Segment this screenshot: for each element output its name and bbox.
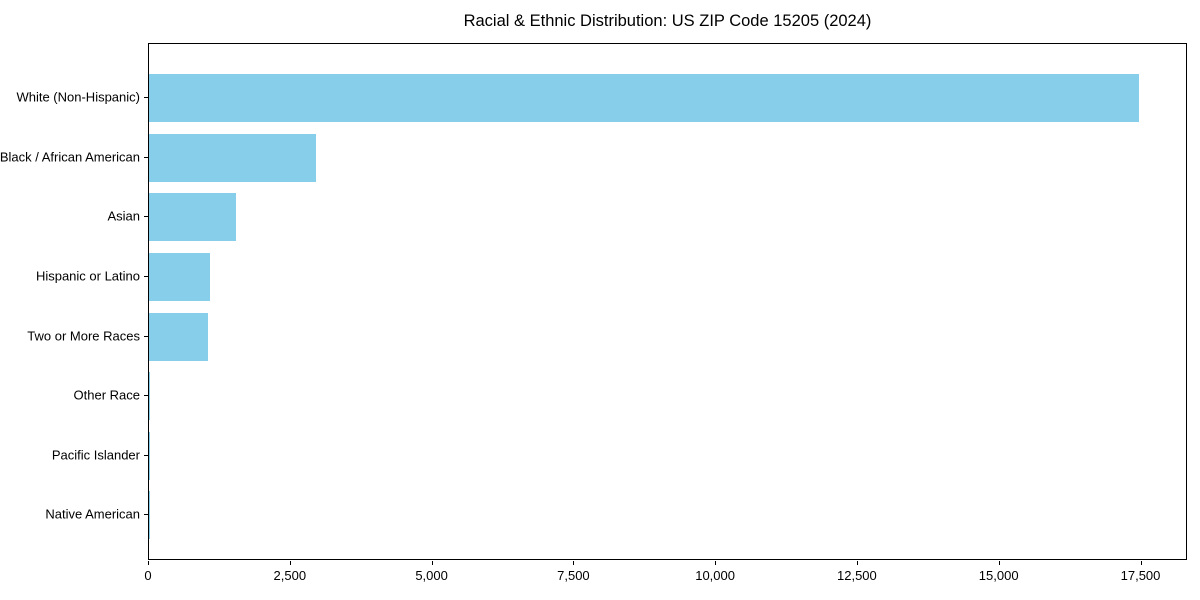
y-tick-label-asian: Asian	[107, 208, 140, 224]
x-tick-label-15000: 15,000	[978, 568, 1019, 583]
y-tick-label-two-or-more-races: Two or More Races	[27, 328, 140, 344]
x-tick-label-12500: 12,500	[837, 568, 877, 583]
y-tick-mark	[144, 216, 148, 218]
x-tick-mark	[289, 561, 291, 565]
x-tick-label-17500: 17,500	[1120, 568, 1161, 583]
y-tick-mark	[144, 514, 148, 516]
y-tick-label-white-non-hispanic: White (Non-Hispanic)	[16, 89, 140, 105]
y-tick-mark	[144, 335, 148, 337]
y-tick-label-black-african-american: Black / African American	[0, 149, 140, 165]
x-tick-mark	[573, 561, 575, 565]
bar-white-non-hispanic	[149, 74, 1139, 123]
x-tick-mark	[998, 561, 1000, 565]
x-tick-mark	[856, 561, 858, 565]
plot-area	[148, 43, 1187, 560]
x-tick-label-7500: 7,500	[557, 568, 590, 583]
x-tick-mark	[148, 561, 149, 565]
bar-asian	[149, 193, 236, 242]
x-tick-label-5000: 5,000	[415, 568, 448, 583]
y-tick-mark	[144, 276, 148, 277]
bar-two-or-more-races	[149, 312, 208, 361]
bar-other-race	[149, 372, 151, 421]
y-tick-label-other-race: Other Race	[73, 387, 140, 403]
bar-black-african-american	[149, 133, 317, 182]
bar-hispanic-or-latino	[149, 253, 210, 301]
y-tick-label-hispanic-or-latino: Hispanic or Latino	[35, 268, 140, 284]
x-tick-mark	[715, 561, 717, 565]
y-tick-mark	[144, 156, 148, 158]
y-tick-mark	[144, 454, 148, 456]
x-tick-label-2500: 2,500	[273, 568, 307, 583]
y-tick-mark	[144, 395, 148, 397]
x-tick-label-10000: 10,000	[695, 568, 735, 583]
chart-title: Racial & Ethnic Distribution: US ZIP Cod…	[463, 12, 872, 30]
x-tick-label-0: 0	[144, 568, 152, 583]
y-tick-label-native-american: Native American	[45, 506, 140, 522]
y-tick-label-pacific-islander: Pacific Islander	[51, 447, 140, 463]
y-tick-mark	[144, 97, 148, 99]
x-tick-mark	[1140, 561, 1142, 565]
x-tick-mark	[431, 561, 433, 565]
